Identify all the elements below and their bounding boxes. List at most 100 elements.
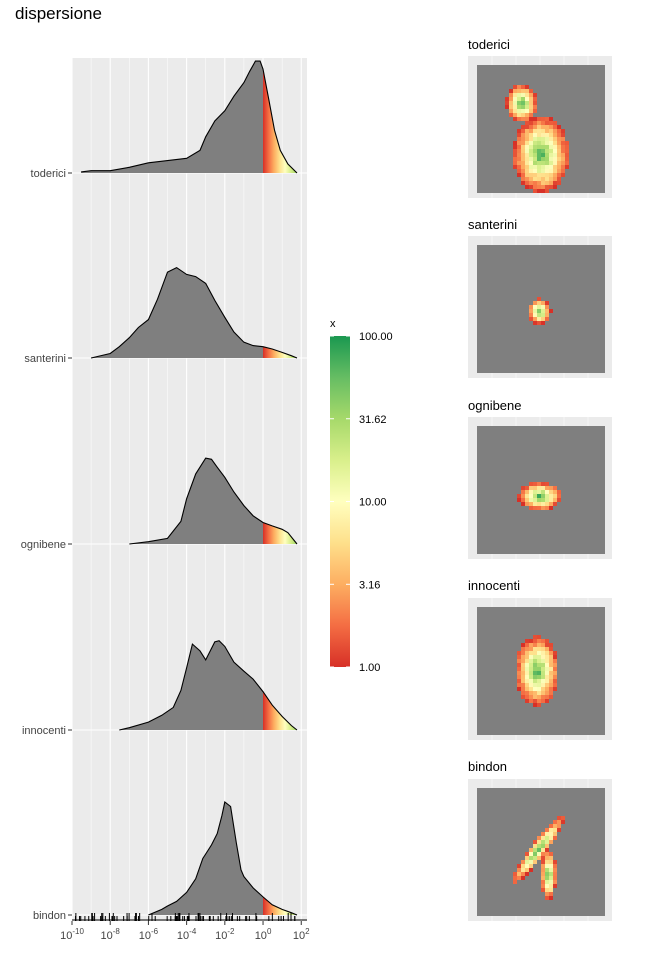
map-cell (553, 486, 557, 490)
map-cell (553, 687, 557, 691)
map-cell (517, 109, 521, 113)
map-cell (517, 137, 521, 141)
map-cell (553, 125, 557, 129)
map-cell (541, 309, 545, 313)
map-cell (533, 177, 537, 181)
map-cell (533, 169, 537, 173)
map-cell (517, 687, 521, 691)
map-cell (517, 494, 521, 498)
map-cell (545, 309, 549, 313)
map-cell (525, 97, 529, 101)
map-cell (557, 820, 561, 824)
map-cell (533, 490, 537, 494)
map-cell (541, 860, 545, 864)
map-cell (525, 109, 529, 113)
map-cell (509, 89, 513, 93)
map-cell (541, 836, 545, 840)
map-cell (545, 185, 549, 189)
map-cell (549, 121, 553, 125)
map-cell (517, 141, 521, 145)
map-cell (537, 840, 541, 844)
map-cell (545, 145, 549, 149)
map-cell (561, 165, 565, 169)
map-cell (537, 647, 541, 651)
map-cell (517, 498, 521, 502)
map-cell (521, 101, 525, 105)
map-cell (517, 876, 521, 880)
map-cell (517, 129, 521, 133)
map-cell (549, 679, 553, 683)
map-cell (525, 125, 529, 129)
map-cell (521, 695, 525, 699)
map-cell (541, 125, 545, 129)
map-cell (545, 482, 549, 486)
y-tick-label: bindon (33, 910, 66, 922)
map-cell (549, 129, 553, 133)
map-cell (529, 137, 533, 141)
map-panel-santerini (468, 236, 612, 378)
map-cell (525, 149, 529, 153)
map-cell (553, 860, 557, 864)
map-cell (553, 828, 557, 832)
map-cell (533, 105, 537, 109)
map-cell (517, 679, 521, 683)
map-cell (545, 121, 549, 125)
map-cell (533, 173, 537, 177)
map-cell (521, 687, 525, 691)
map-cell (533, 149, 537, 153)
map-cell (553, 876, 557, 880)
map-cell (525, 121, 529, 125)
map-cell (525, 161, 529, 165)
map-cell (513, 880, 517, 884)
map-cell (517, 173, 521, 177)
map-cell (533, 153, 537, 157)
map-cell (553, 502, 557, 506)
map-cell (525, 498, 529, 502)
map-cell (513, 109, 517, 113)
map-cell (529, 89, 533, 93)
map-cell (549, 185, 553, 189)
map-cell (545, 695, 549, 699)
map-cell (513, 85, 517, 89)
map-cell (553, 824, 557, 828)
map-cell (533, 486, 537, 490)
map-cell (549, 691, 553, 695)
map-cell (521, 157, 525, 161)
map-cell (541, 161, 545, 165)
map-cell (537, 667, 541, 671)
map-cell (549, 177, 553, 181)
legend-tick-label: 100.00 (359, 331, 393, 343)
map-cell (533, 506, 537, 510)
map-cell (525, 157, 529, 161)
map-cell (557, 133, 561, 137)
map-cell (541, 695, 545, 699)
map-cell (529, 117, 533, 121)
map-cell (521, 667, 525, 671)
map-cell (561, 149, 565, 153)
map-cell (545, 169, 549, 173)
map-cell (525, 647, 529, 651)
map-cell (545, 157, 549, 161)
map-cell (557, 828, 561, 832)
map-cell (533, 317, 537, 321)
map-cell (525, 663, 529, 667)
map-cell (549, 643, 553, 647)
map-cell (521, 868, 525, 872)
map-cell (529, 494, 533, 498)
map-cell (517, 105, 521, 109)
ridge-area-toderici (81, 61, 298, 173)
map-cell (517, 97, 521, 101)
map-cell (553, 868, 557, 872)
map-cell (545, 896, 549, 900)
map-cell (509, 101, 513, 105)
map-cell (525, 675, 529, 679)
map-cell (541, 679, 545, 683)
map-cell (537, 482, 541, 486)
legend-tick-label: 3.16 (359, 579, 380, 591)
map-cell (541, 305, 545, 309)
map-cell (537, 177, 541, 181)
map-cell (517, 133, 521, 137)
ridge-outline-innocenti (119, 640, 298, 731)
ridge-gradient-ognibene (263, 522, 298, 544)
map-cell (521, 872, 525, 876)
